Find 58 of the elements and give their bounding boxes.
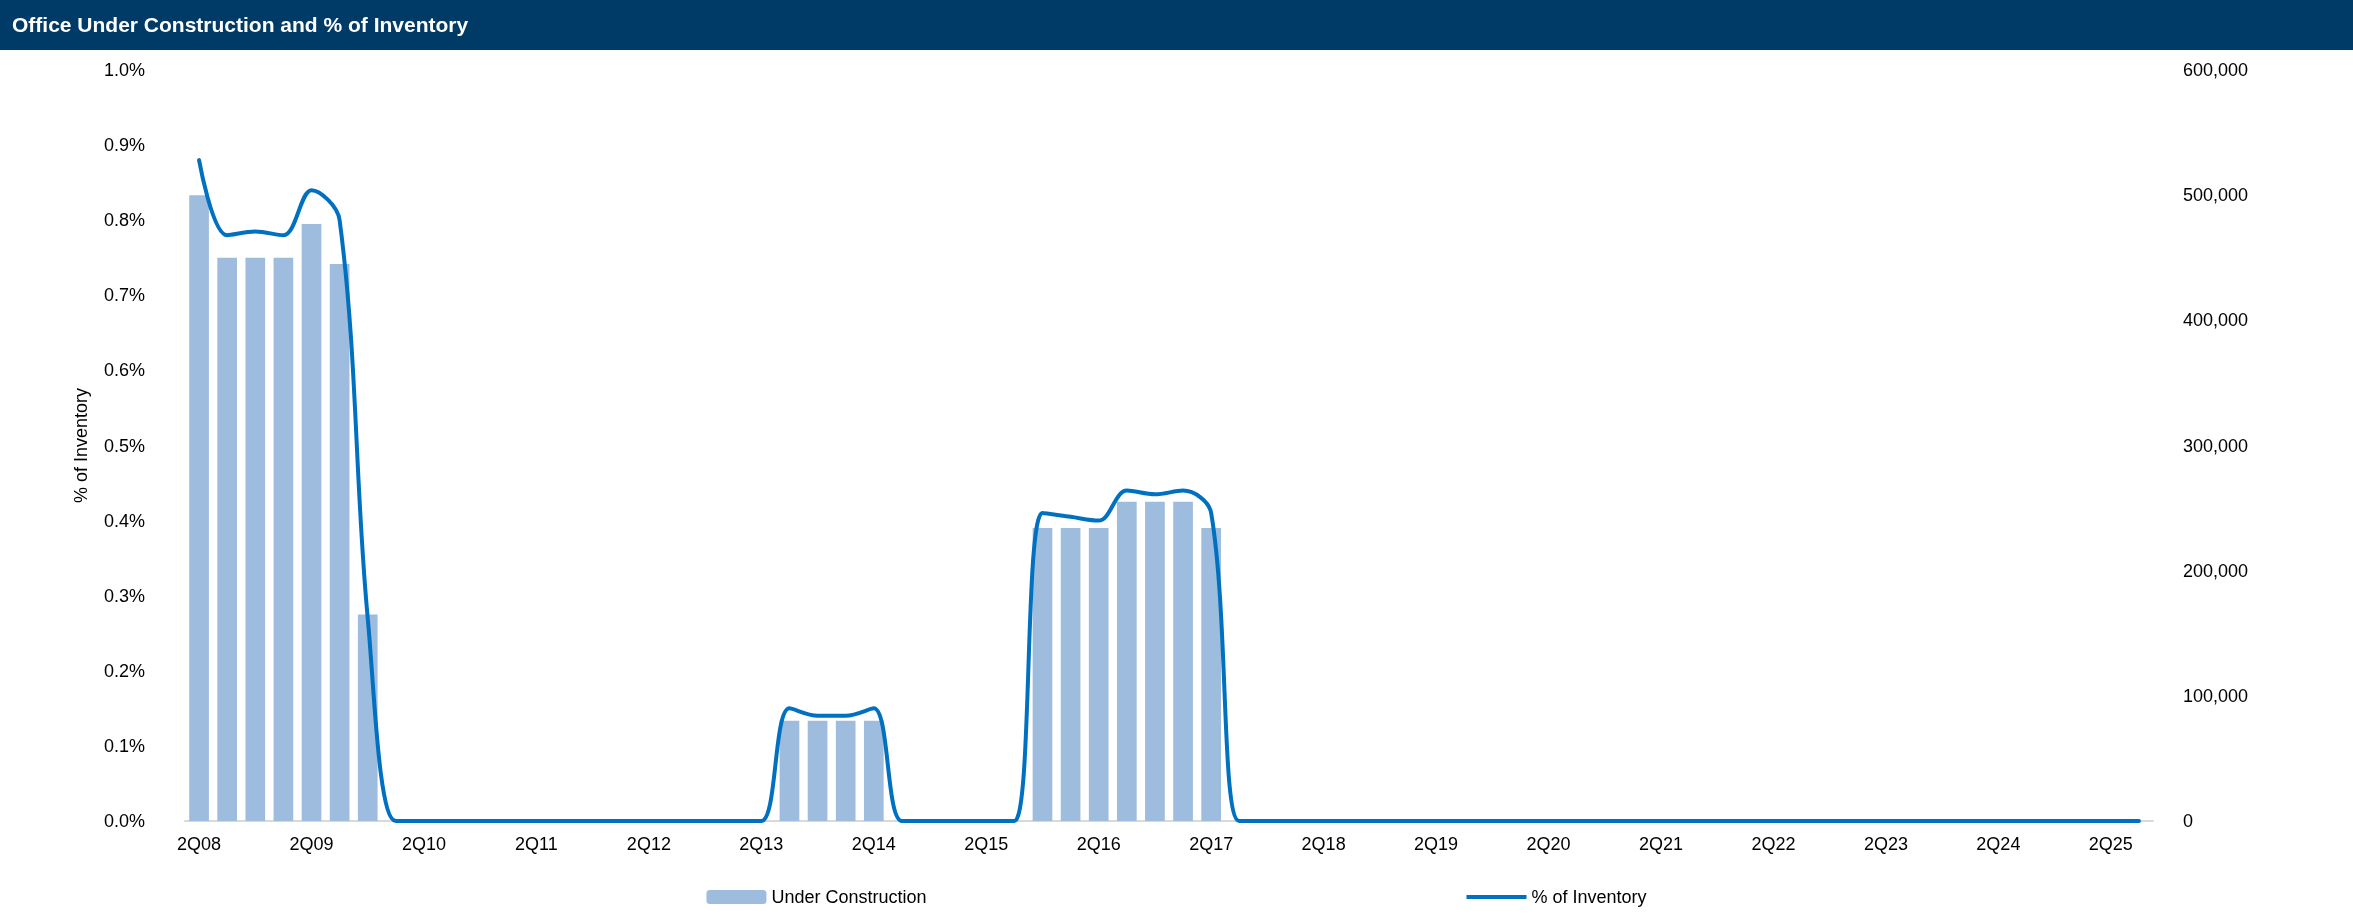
y2-tick-label: 100,000 [2183,685,2249,706]
x-tick-label: 2Q18 [1301,834,1346,854]
legend-label: Under Construction [771,887,927,907]
bar [863,720,884,821]
bar [1173,501,1193,821]
y2-tick-label: 500,000 [2183,185,2249,206]
bar [1116,501,1137,821]
y2-tick-label: 200,000 [2183,560,2249,581]
x-tick-label: 2Q11 [515,834,558,854]
y-tick-label: 0.0% [103,811,145,831]
y-tick-label: 0.6% [103,360,145,381]
x-tick-label: 2Q15 [964,834,1009,854]
bar [1088,528,1109,821]
bar [189,195,209,821]
x-tick-label: 2Q20 [1526,834,1571,854]
bar [329,264,350,821]
bar [1145,501,1165,821]
bar [1060,528,1081,821]
x-tick-label: 2Q08 [177,834,222,854]
chart-title: Office Under Construction and % of Inventory [0,0,2353,50]
bar [807,720,828,821]
x-tick-label: 2Q09 [289,834,334,854]
x-tick-label: 2Q16 [1076,834,1121,854]
line-series [197,158,2141,823]
bar [217,257,238,821]
bar [779,720,800,821]
x-tick-label: 2Q17 [1189,834,1234,854]
bar [835,720,856,821]
legend-label: % of Inventory [1531,887,1647,907]
bar [301,223,322,821]
y2-tick-label: 300,000 [2183,435,2249,456]
bar [245,257,266,821]
y-tick-label: 0.7% [103,285,145,306]
y-tick-label: 0.1% [103,735,145,756]
y-tick-label: 0.8% [103,210,145,231]
y-tick-label: 0.9% [103,135,145,156]
x-tick-label: 2Q21 [1638,834,1684,854]
x-tick-label: 2Q22 [1751,834,1796,854]
y2-tick-label: 600,000 [2183,60,2249,80]
x-tick-label: 2Q13 [739,834,784,854]
x-tick-label: 2Q24 [1976,834,2021,854]
y2-tick-label: 0 [2183,811,2194,831]
bar [1201,528,1222,821]
x-tick-label: 2Q14 [851,834,896,854]
y-tick-label: 1.0% [103,60,145,80]
y-tick-label: 0.2% [103,660,145,681]
x-tick-label: 2Q19 [1414,834,1459,854]
x-tick-label: 2Q23 [1863,834,1908,854]
bar [273,257,294,821]
y-tick-label: 0.4% [103,510,145,531]
y-tick-label: 0.5% [103,435,145,456]
y-tick-label: 0.3% [103,585,145,606]
x-tick-label: 2Q10 [401,834,446,854]
bar [1032,528,1053,821]
x-tick-label: 2Q12 [626,834,671,854]
x-tick-label: 2Q25 [2088,834,2133,854]
y2-tick-label: 400,000 [2183,310,2249,331]
y-axis-title: % of Inventory [71,387,91,504]
